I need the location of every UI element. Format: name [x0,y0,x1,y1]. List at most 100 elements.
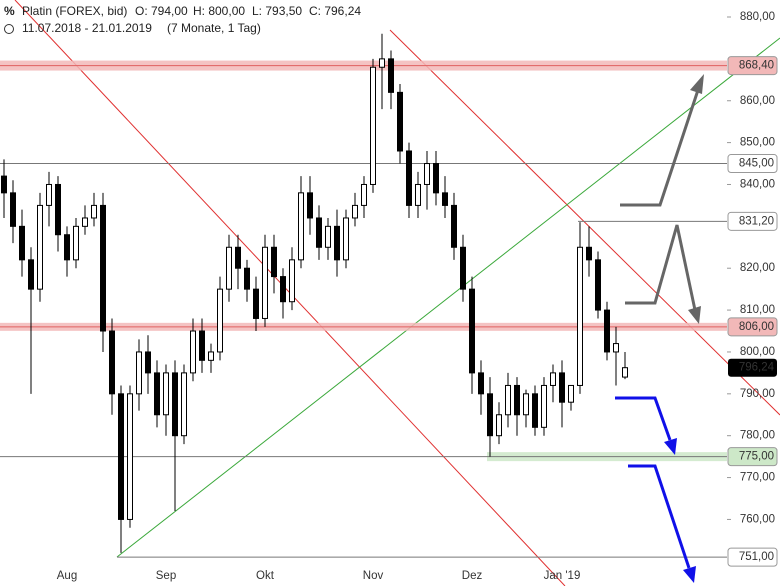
candle-body [145,351,151,374]
candle-body [550,372,556,386]
arrowhead [688,306,701,324]
level-label-box [727,447,778,467]
candle-body [559,372,565,403]
x-tick-label: Jan '19 [544,570,581,582]
arrow [615,396,672,441]
candle-body [496,414,502,437]
y-tick-label: 820,00 [740,262,775,274]
y-tick-label: 800,00 [740,346,775,358]
candle-body [190,330,196,374]
candle-body [613,343,619,353]
y-tick-label: 790,00 [740,388,775,400]
candle-body [604,309,610,353]
candle-body [226,246,232,290]
candle-body [487,393,493,437]
candle-body [388,58,394,93]
y-axis: 880,00 860,00 850,00 840,00 820,00 810,00 800,… [57,11,778,582]
candle-body [172,372,178,437]
y-tick-label: 840,00 [740,179,775,191]
level-label: 751,00 [739,551,774,563]
candle-body [19,225,25,261]
candle-body [262,246,268,319]
candle-body [37,204,43,290]
candle-body [505,384,511,416]
arrow [628,464,691,569]
clock-icon [4,24,14,34]
level-label-box [727,547,778,567]
candle-body [55,183,61,236]
candle-body [10,192,16,227]
trend-line [116,37,780,558]
arrowhead [683,566,696,583]
span: (7 Monate, 1 Tag) [167,21,261,35]
candle-body [289,259,295,303]
candle-body [406,150,412,206]
candle-body [127,393,133,520]
candle-body [217,288,223,353]
candle-body [271,246,277,278]
y-tick-label: 860,00 [740,95,775,107]
candle-body [442,192,448,206]
candle-body [298,192,304,261]
candle-body [523,393,529,416]
candle-body [334,225,340,261]
y-tick-label: 850,00 [740,137,775,149]
candle-body [352,204,358,219]
candle-body [469,288,475,374]
ohlc: C: 796,24 [309,4,361,18]
candle-body [235,246,241,269]
candle-body [415,183,421,206]
candle-body [154,372,160,416]
candle-body [514,384,520,416]
x-tick-label: Sep [156,570,176,582]
y-tick-label: 780,00 [740,430,775,442]
candle-body [451,204,457,248]
candle-body [163,372,169,416]
arrowhead [664,438,677,455]
x-tick-label: Aug [57,570,77,582]
candle-body [379,58,385,68]
candle-body [46,183,52,206]
level-label: 831,20 [739,215,774,227]
trend-line [389,29,780,416]
candle-body [199,330,205,361]
x-tick-label: Okt [256,570,275,582]
candle-body [136,351,142,395]
y-tick-label: 770,00 [740,472,775,484]
candle-body [28,259,34,290]
level-label-box [727,154,778,174]
y-tick-label: 760,00 [740,513,775,525]
arrowhead [690,74,704,94]
level-label: 806,00 [739,321,774,333]
candle-body [1,175,7,194]
candle-body [424,163,430,185]
last-price-box [728,358,777,377]
level-label-box [727,56,778,76]
ohlc: H: 800,00 [193,4,245,18]
last-price-label: 796,24 [739,362,775,374]
level-label: 868,40 [739,60,774,72]
x-tick-label: Nov [363,570,384,582]
candle-body [460,246,466,290]
candle-body [118,393,124,520]
level-label: 775,00 [739,451,774,463]
level-label: 845,00 [739,158,774,170]
candle-body [208,351,214,361]
date-range: 11.07.2018 - 21.01.2019 [22,21,152,35]
candle-body [316,217,322,248]
arrow [620,89,700,207]
candle-body [91,204,97,219]
candle-body [361,183,367,206]
icon: % [4,4,15,18]
candle-body [433,163,439,194]
candle-body [622,367,628,378]
candle-body [577,246,583,386]
candle-body [64,234,70,261]
candle-body [181,372,187,437]
candle-body [370,66,376,185]
candle-body [280,276,286,303]
candle-body [541,384,547,428]
candles [1,33,628,553]
candle-body [595,259,601,311]
